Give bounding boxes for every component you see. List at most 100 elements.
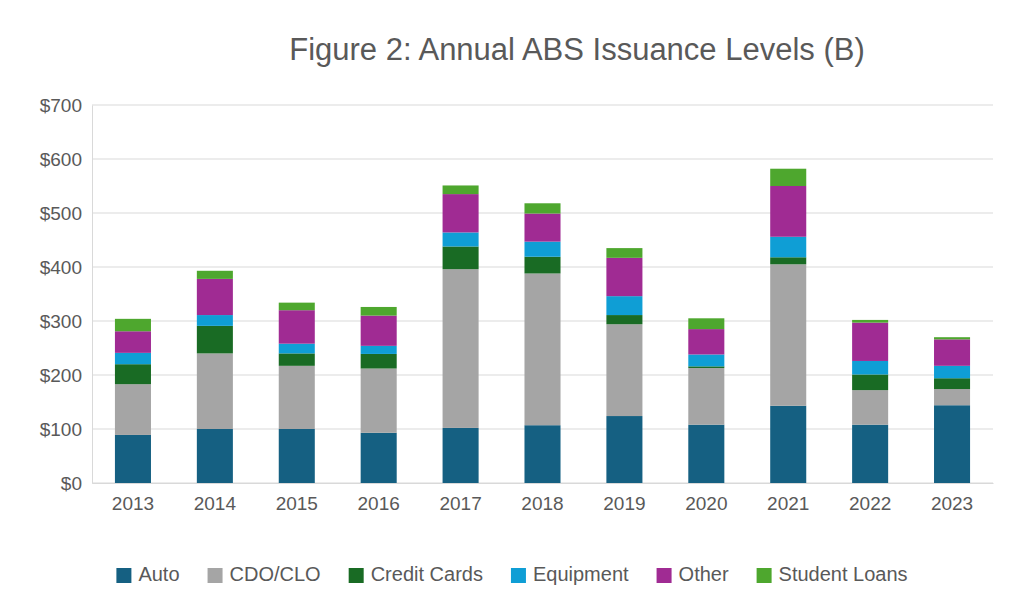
x-tick-label: 2016 [358,493,400,514]
y-axis-line [92,106,93,484]
bar [934,337,970,339]
bar [852,320,888,323]
bar [606,315,642,324]
x-tick: 2018 [521,483,563,514]
y-tick: $300 [40,311,92,332]
bar [606,248,642,258]
bar [688,329,724,354]
y-tick-label: $300 [40,311,82,332]
y-tick-label: $500 [40,203,82,224]
x-tick: 2020 [685,483,727,514]
bar [361,346,397,354]
x-tick-label: 2017 [439,493,481,514]
legend-label: Other [679,563,729,585]
bars [115,169,970,483]
bar [197,271,233,279]
bar [688,425,724,483]
legend-swatch [657,568,672,583]
y-tick-label: $400 [40,257,82,278]
x-tick: 2021 [767,483,809,514]
y-tick-label: $700 [40,95,82,116]
bar [770,406,806,483]
grid-line [92,159,993,160]
bar [934,405,970,483]
bar [524,257,560,274]
bar [524,242,560,257]
bar [443,232,479,246]
y-tick: $600 [40,149,92,170]
bar [115,435,151,483]
series [115,264,970,435]
grid [92,105,993,483]
bar [688,366,724,368]
x-tick: 2023 [931,483,973,514]
bar [770,257,806,264]
legend-label: Student Loans [779,563,908,585]
bar [197,429,233,483]
x-tick: 2019 [603,483,645,514]
bar [279,310,315,343]
y-tick-label: $600 [40,149,82,170]
bar [279,303,315,311]
x-tick: 2013 [112,483,154,514]
bar [852,361,888,375]
bar [606,258,642,296]
bar [115,364,151,384]
bar [361,433,397,483]
x-tick-label: 2018 [521,493,563,514]
bar [606,416,642,483]
legend-item: CDO/CLO [208,563,321,585]
x-tick-label: 2023 [931,493,973,514]
chart: Figure 2: Annual ABS Issuance Levels (B)… [0,0,1024,614]
bar [115,319,151,331]
x-tick-label: 2014 [194,493,237,514]
bar [279,429,315,483]
bar [770,169,806,186]
bar [279,344,315,354]
bar [115,331,151,353]
x-tick: 2015 [276,483,318,514]
x-axis-line [93,483,994,484]
bar [852,390,888,425]
bar [443,185,479,194]
x-tick-label: 2019 [603,493,645,514]
legend-swatch [511,568,526,583]
bar [115,384,151,435]
bar [688,318,724,329]
bar [361,369,397,433]
y-tick: $200 [40,365,92,386]
legend-item: Student Loans [757,563,908,585]
bar [524,214,560,242]
bar [443,428,479,483]
grid-line [92,105,993,106]
x-tick: 2022 [849,483,891,514]
legend-label: Auto [138,563,179,585]
bar [934,389,970,405]
background [0,0,1024,614]
legend-swatch [349,568,364,583]
legend-swatch [757,568,772,583]
bar [361,307,397,316]
bar [688,368,724,425]
x-tick-label: 2020 [685,493,727,514]
y-tick: $0 [61,473,92,494]
y-tick-label: $0 [61,473,82,494]
bar [197,353,233,429]
legend-label: CDO/CLO [230,563,321,585]
series [115,246,970,390]
y-tick: $400 [40,257,92,278]
y-tick-label: $100 [40,419,82,440]
bar [524,203,560,213]
bar [852,323,888,361]
legend-label: Equipment [533,563,629,585]
title: Figure 2: Annual ABS Issuance Levels (B) [289,32,865,67]
series [115,186,970,366]
bar [852,374,888,390]
x-tick: 2014 [194,483,237,514]
legend: AutoCDO/CLOCredit CardsEquipmentOtherStu… [116,563,907,585]
bar [852,425,888,483]
bar [279,353,315,365]
bar [279,366,315,429]
bar [361,316,397,346]
bar [361,354,397,369]
